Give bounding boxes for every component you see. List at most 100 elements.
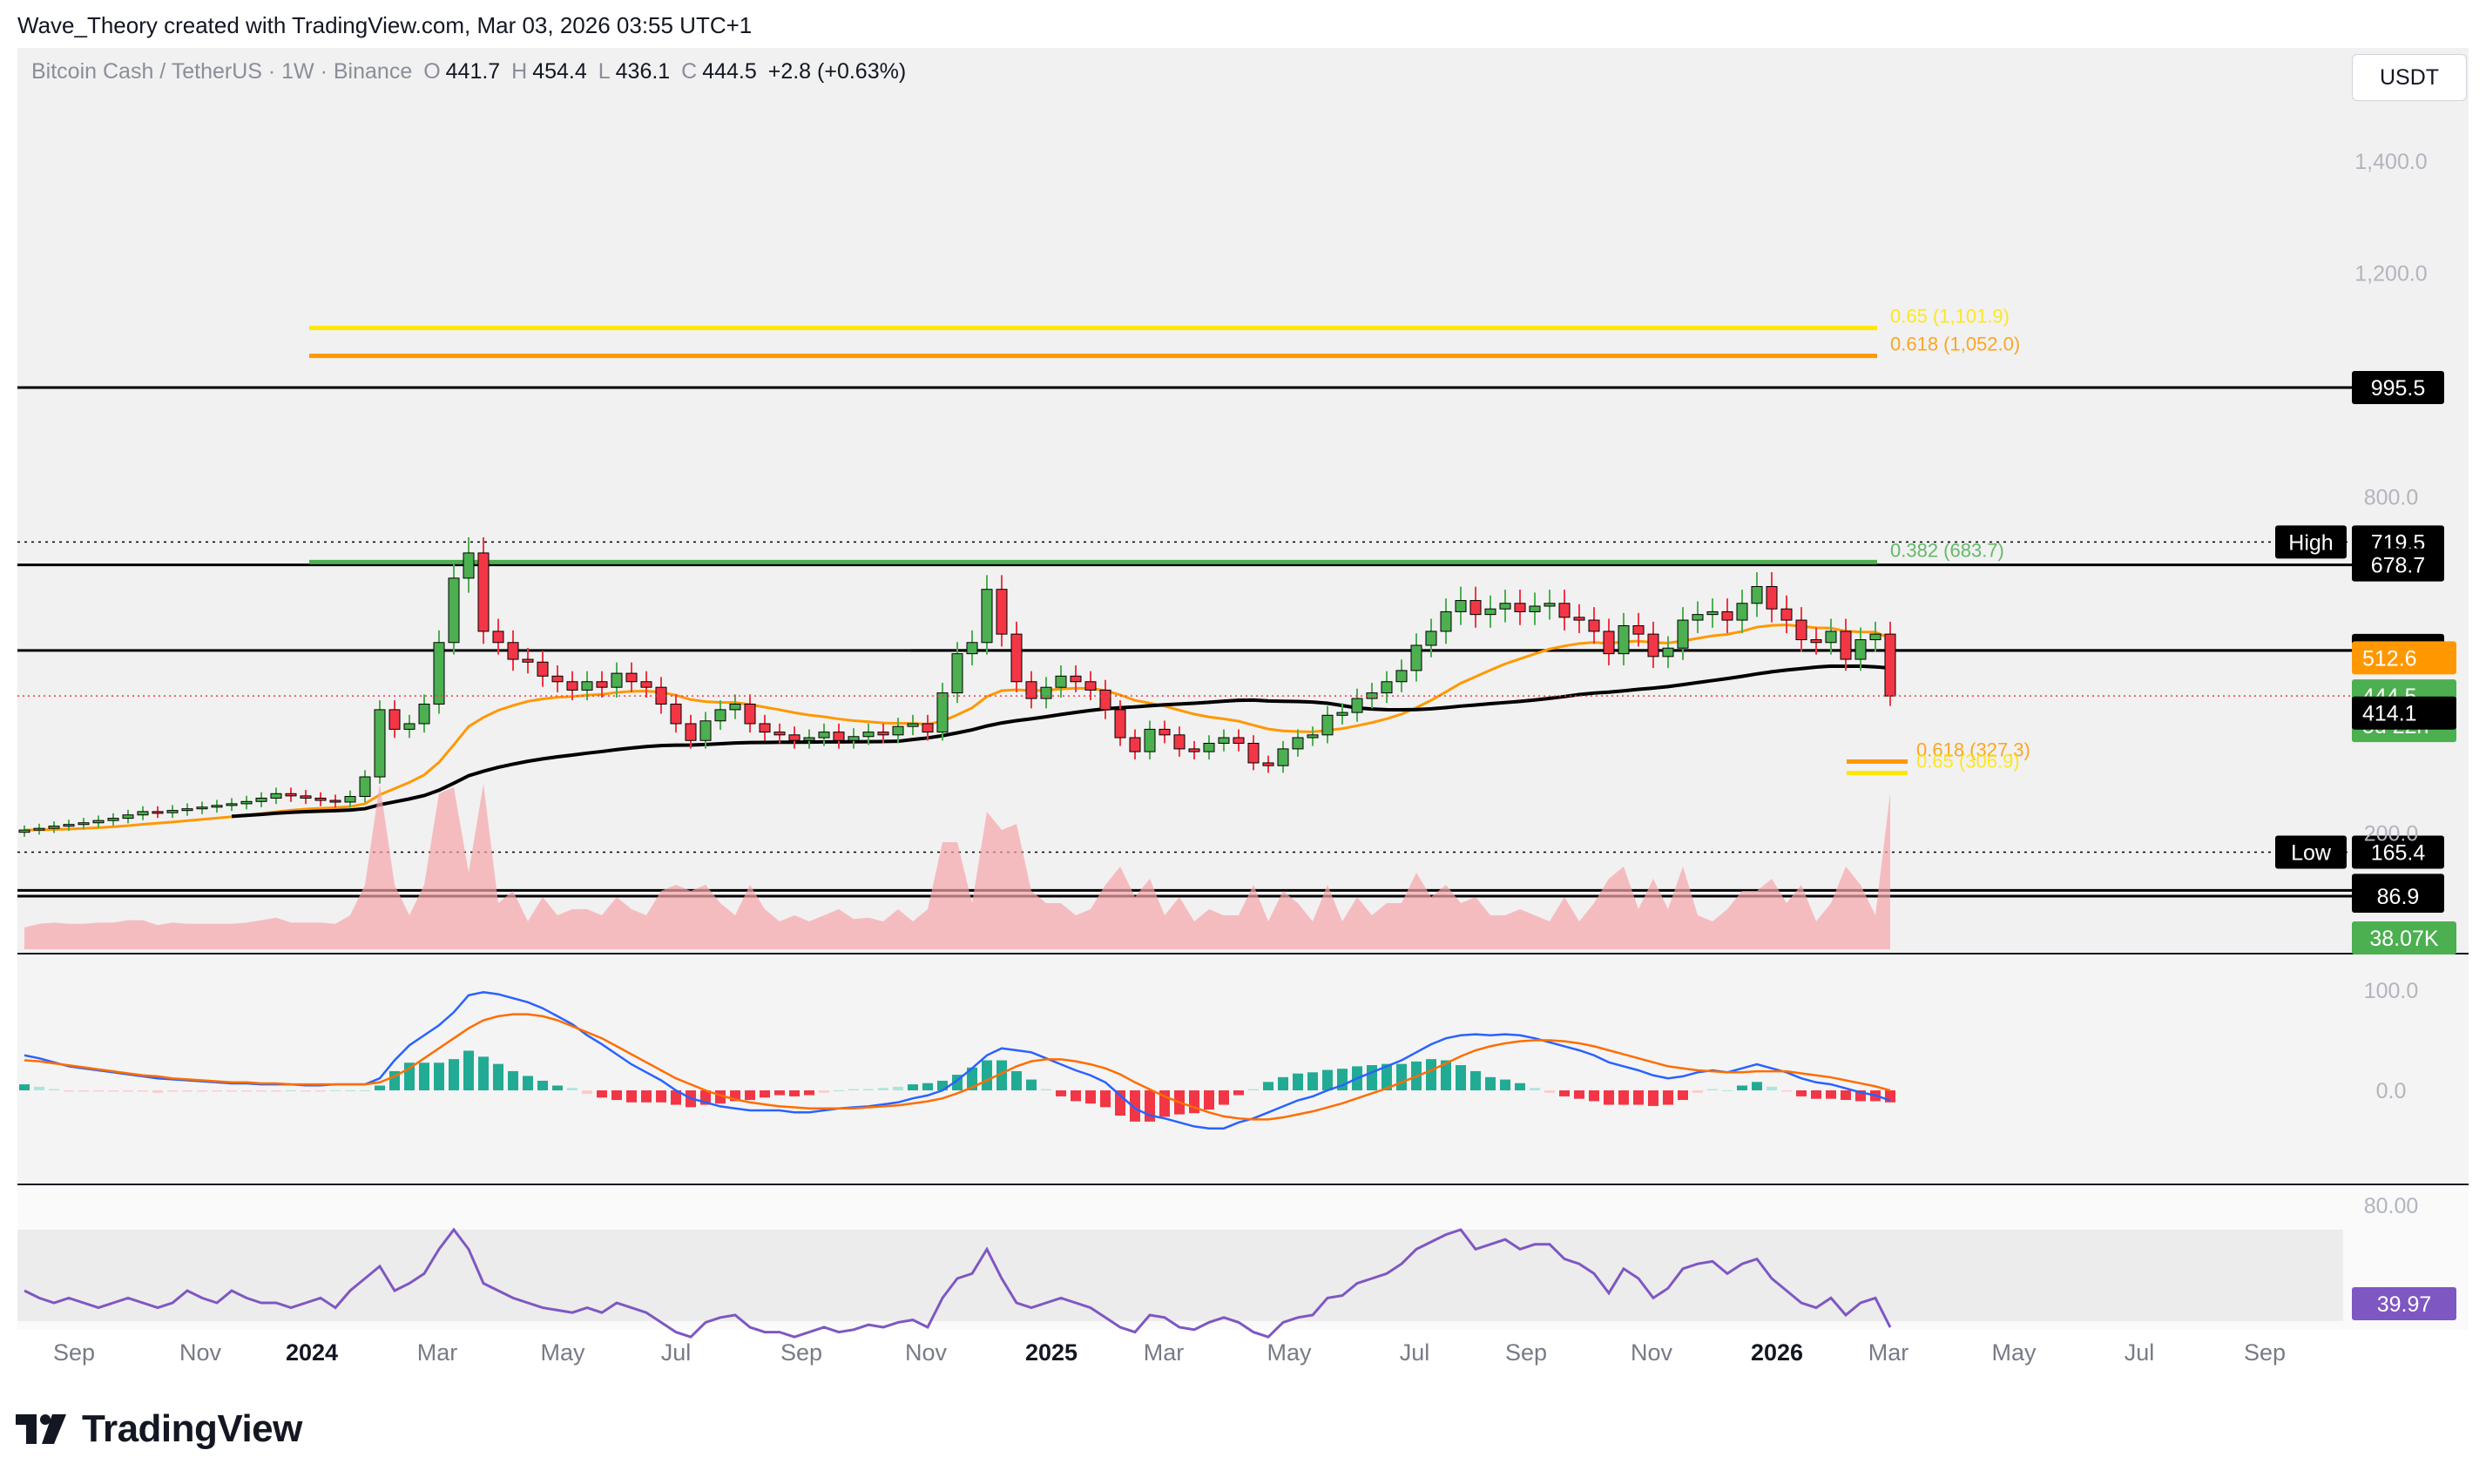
- tradingview-logo[interactable]: TradingView: [16, 1407, 302, 1451]
- macd-histogram-bar: [1130, 1090, 1140, 1122]
- candle-body: [240, 800, 253, 805]
- macd-histogram-bar: [982, 1060, 992, 1090]
- macd-histogram-bar: [1604, 1090, 1614, 1105]
- candle-body: [152, 811, 164, 814]
- macd-histogram-bar: [434, 1062, 444, 1090]
- macd-histogram-bar: [1367, 1065, 1377, 1090]
- x-axis-tick-label: Mar: [1868, 1339, 1909, 1366]
- macd-histogram-bar: [1707, 1089, 1718, 1090]
- candle-body: [166, 810, 179, 813]
- candle-body: [18, 829, 30, 833]
- macd-histogram-bar: [1559, 1090, 1570, 1096]
- macd-histogram-bar: [1663, 1090, 1673, 1105]
- macd-histogram-bar: [1100, 1090, 1111, 1108]
- candle-body: [1351, 698, 1363, 713]
- currency-button[interactable]: USDT: [2352, 54, 2467, 101]
- macd-histogram-bar: [1011, 1070, 1022, 1090]
- candle-body: [418, 703, 430, 725]
- macd-histogram-bar: [878, 1088, 888, 1090]
- candle-body: [1484, 608, 1496, 616]
- candle-body: [522, 658, 534, 663]
- macd-histogram-bar: [893, 1086, 903, 1090]
- volume-tag-label: 38.07K: [2369, 927, 2439, 951]
- macd-histogram-bar: [967, 1067, 977, 1090]
- candle-body: [788, 734, 801, 741]
- level-tag-label: High: [2288, 530, 2333, 555]
- macd-histogram-bar: [1515, 1083, 1525, 1090]
- candle-body: [1766, 585, 1778, 610]
- macd-histogram-bar: [256, 1090, 267, 1092]
- candle-body: [537, 661, 549, 677]
- candle-body: [1084, 681, 1097, 691]
- volume-area: [24, 784, 1890, 949]
- candle-body: [848, 736, 860, 741]
- macd-histogram-bar: [1071, 1090, 1081, 1102]
- macd-histogram-bar: [567, 1088, 578, 1090]
- candle-body: [581, 681, 593, 691]
- macd-histogram-bar: [1248, 1089, 1259, 1090]
- candle-body: [1410, 644, 1422, 671]
- price-tag: [2352, 696, 2456, 730]
- macd-histogram-bar: [1633, 1090, 1644, 1105]
- candle-body: [403, 723, 415, 730]
- macd-histogram-bar: [1737, 1085, 1747, 1090]
- x-axis-tick-label: Mar: [417, 1339, 458, 1366]
- symbol-name[interactable]: Bitcoin Cash / TetherUS · 1W · Binance: [31, 59, 413, 84]
- candle-body: [1203, 742, 1215, 752]
- x-axis-tick-label: Nov: [1631, 1339, 1673, 1366]
- candle-body: [936, 692, 949, 733]
- x-axis-tick-label: Jul: [2125, 1339, 2155, 1366]
- rsi-tag-label: 39.97: [2377, 1292, 2432, 1317]
- candle-body: [211, 805, 223, 808]
- macd-histogram-bar: [656, 1090, 666, 1103]
- candle-body: [714, 709, 726, 722]
- candle-body: [270, 793, 282, 799]
- candle-body: [1144, 728, 1156, 752]
- macd-histogram-bar: [1293, 1073, 1303, 1090]
- candle-body: [1499, 603, 1511, 610]
- macd-pane-bg: [17, 954, 2469, 1184]
- candle-body: [803, 737, 815, 741]
- candle-body: [1129, 737, 1141, 752]
- macd-histogram-bar: [1841, 1090, 1851, 1101]
- macd-histogram-bar: [167, 1090, 178, 1092]
- rsi-axis-tick-label: 80.00: [2364, 1194, 2419, 1218]
- macd-histogram-bar: [1396, 1063, 1407, 1090]
- macd-histogram-bar: [1085, 1090, 1096, 1104]
- macd-histogram-bar: [1752, 1082, 1762, 1090]
- candle-body: [1751, 585, 1763, 604]
- rsi-line: [24, 1227, 1892, 1339]
- macd-histogram-bar: [804, 1090, 814, 1096]
- macd-histogram-bar: [1322, 1069, 1333, 1090]
- candle-body: [1277, 748, 1289, 766]
- x-axis-tick-label: Nov: [905, 1339, 948, 1366]
- candle-body: [1647, 633, 1659, 658]
- macd-histogram-bar: [1796, 1090, 1807, 1096]
- candle-body: [1840, 631, 1852, 660]
- candle-body: [1381, 681, 1393, 694]
- candle-body: [1869, 633, 1881, 641]
- candle-body: [596, 681, 608, 688]
- macd-histogram-bar: [1589, 1090, 1599, 1102]
- candle-body: [1810, 639, 1822, 644]
- macd-histogram-bar: [301, 1090, 311, 1092]
- macd-histogram-bar: [1426, 1059, 1436, 1090]
- macd-histogram-bar: [582, 1090, 592, 1095]
- candle-body: [1336, 712, 1348, 716]
- candle-body: [1662, 647, 1674, 658]
- macd-histogram-bar: [1219, 1090, 1229, 1105]
- candle-body: [1040, 686, 1052, 699]
- candle-body: [1114, 709, 1126, 739]
- fib-level-label: 0.65 (1,101.9): [1890, 306, 2010, 327]
- y-axis-tick-label: 1,400.0: [2354, 150, 2427, 174]
- candle-body: [48, 826, 60, 829]
- candle-body: [33, 827, 45, 831]
- macd-histogram-bar: [626, 1090, 637, 1103]
- candle-body: [1440, 610, 1452, 632]
- x-axis-tick-label: May: [1991, 1339, 2037, 1366]
- macd-histogram-bar: [937, 1080, 948, 1090]
- candle-body: [951, 653, 963, 694]
- macd-histogram-bar: [508, 1070, 518, 1090]
- low-label: L: [598, 59, 611, 84]
